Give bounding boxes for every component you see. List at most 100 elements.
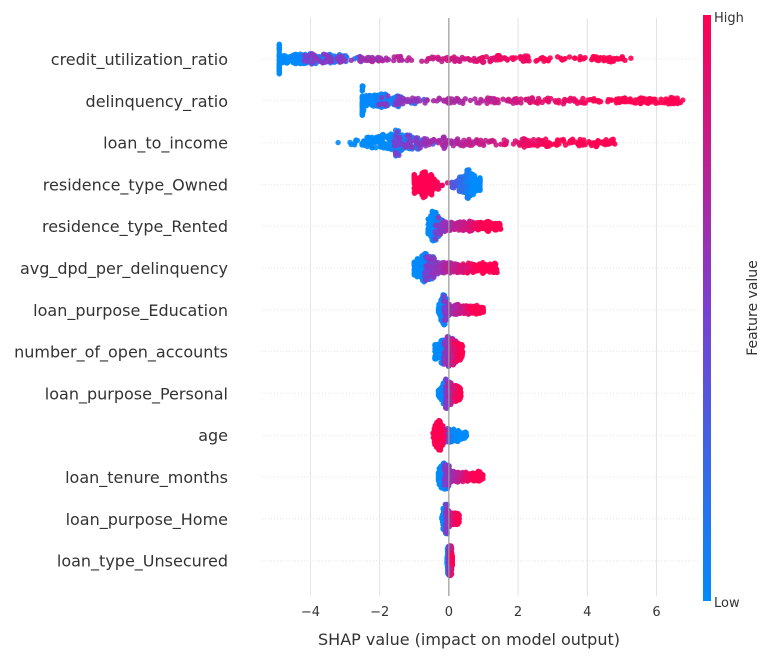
- shap-dot: [408, 57, 415, 63]
- shap-dot: [518, 96, 524, 102]
- shap-dot: [443, 359, 449, 365]
- shap-dot: [457, 220, 463, 226]
- shap-dot: [467, 142, 473, 148]
- shap-dot: [551, 141, 558, 147]
- shap-dot: [432, 342, 438, 348]
- shap-dot: [427, 228, 434, 234]
- shap-dot: [472, 181, 478, 187]
- shap-dot: [463, 188, 469, 194]
- shap-dot: [465, 306, 472, 312]
- shap-dot: [426, 56, 432, 62]
- shap-dot: [391, 138, 397, 145]
- shap-dot: [493, 142, 499, 148]
- shap-dot: [431, 274, 437, 280]
- shap-dot: [451, 389, 457, 396]
- shap-dot: [470, 224, 476, 230]
- shap-dot: [441, 321, 447, 328]
- feature-row-lines: [262, 58, 698, 562]
- shap-dot: [526, 58, 532, 64]
- shap-dot: [489, 137, 496, 144]
- shap-dot: [467, 97, 474, 104]
- shap-dot: [467, 185, 473, 191]
- shap-dot: [577, 139, 584, 145]
- shap-dot: [545, 97, 551, 104]
- shap-dot: [443, 397, 449, 403]
- shap-dot: [301, 52, 308, 59]
- shap-dot: [433, 222, 439, 228]
- shap-dot: [427, 263, 433, 269]
- shap-dot: [495, 100, 501, 106]
- shap-dot: [437, 469, 443, 475]
- shap-dot: [323, 59, 329, 65]
- shap-dot: [555, 137, 561, 143]
- shap-dot: [430, 56, 436, 62]
- shap-dot: [442, 144, 448, 150]
- shap-dot: [385, 93, 391, 99]
- shap-dot: [479, 262, 485, 268]
- shap-dot: [448, 355, 455, 361]
- shap-dot: [441, 97, 447, 103]
- shap-dot: [294, 52, 300, 58]
- shap-dot: [417, 142, 424, 148]
- shap-dot: [451, 346, 457, 353]
- shap-dot: [569, 138, 575, 144]
- shap-dot: [411, 181, 417, 187]
- shap-dot: [472, 220, 478, 226]
- shap-dot: [520, 138, 527, 145]
- shap-dot: [622, 95, 628, 101]
- shap-dot: [593, 143, 600, 150]
- shap-dot: [454, 136, 461, 142]
- shap-dot: [541, 56, 548, 62]
- shap-dot: [582, 55, 588, 61]
- shap-dot: [311, 52, 318, 58]
- shap-dot: [570, 97, 576, 103]
- shap-dot: [451, 183, 457, 189]
- shap-dot: [487, 265, 493, 271]
- shap-dot: [490, 221, 496, 227]
- shap-dot: [378, 95, 385, 101]
- shap-dot: [427, 222, 433, 228]
- shap-dot: [429, 173, 435, 179]
- shap-dot: [566, 54, 573, 60]
- shap-dot: [383, 102, 389, 109]
- shap-dot: [385, 56, 392, 63]
- shap-dot: [631, 100, 638, 106]
- shap-dot: [645, 100, 651, 107]
- shap-dot: [397, 54, 403, 60]
- shap-dot: [434, 442, 440, 449]
- shap-dot: [336, 53, 342, 60]
- shap-dot: [471, 58, 478, 64]
- shap-dot: [411, 175, 417, 181]
- shap-dot: [377, 136, 383, 142]
- shap-dot: [440, 219, 446, 226]
- shap-dot: [443, 269, 449, 275]
- shap-dot: [457, 389, 464, 395]
- shap-dot: [276, 46, 282, 52]
- shap-dot: [481, 59, 487, 65]
- shap-dot: [596, 57, 602, 64]
- shap-dot: [502, 141, 508, 147]
- shap-dot: [411, 272, 417, 278]
- shap-dot: [448, 138, 455, 144]
- shap-dot: [435, 214, 442, 221]
- shap-dot: [608, 97, 614, 103]
- shap-dot: [458, 343, 465, 349]
- shap-dot: [422, 169, 428, 175]
- shap-dot: [577, 57, 583, 63]
- shap-dot: [474, 140, 481, 146]
- shap-dot: [609, 58, 616, 64]
- shap-dot: [464, 178, 470, 185]
- shap-dot: [435, 475, 442, 481]
- shap-dot: [429, 209, 436, 215]
- shap-dot: [418, 176, 424, 182]
- shap-dot: [372, 92, 378, 98]
- shap-dot: [510, 55, 516, 61]
- shap-dot: [293, 60, 299, 67]
- shap-dot: [455, 472, 461, 478]
- shap-dot: [441, 293, 447, 299]
- shap-dot: [476, 304, 483, 311]
- shap-dot: [282, 54, 288, 60]
- shap-dot: [452, 394, 458, 401]
- shap-dot: [359, 88, 365, 94]
- shap-dot: [435, 138, 441, 144]
